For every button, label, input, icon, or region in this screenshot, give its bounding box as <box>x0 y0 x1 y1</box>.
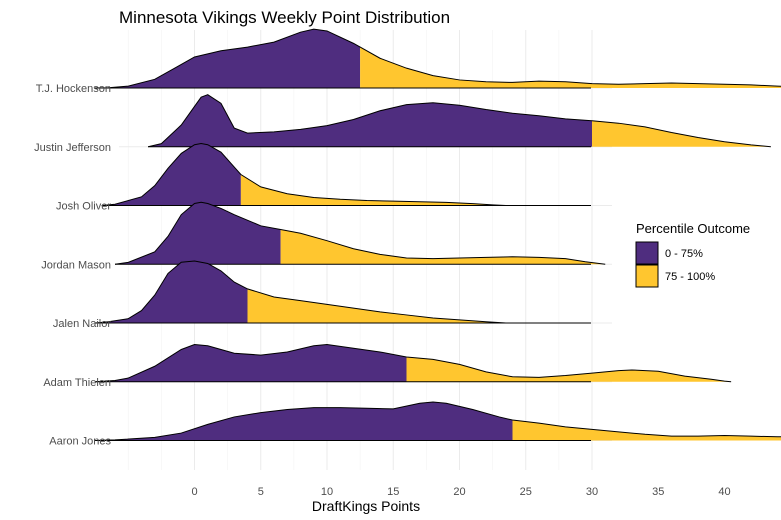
ridge-area-75-100 <box>360 47 781 88</box>
ridge-area-0-75 <box>95 344 407 382</box>
ridge-aaron-jones <box>95 401 781 441</box>
x-tick-label: 0 <box>191 486 197 498</box>
y-tick-label: Aaron Jones <box>49 436 111 448</box>
ridge-area-75-100 <box>247 288 506 323</box>
y-tick-label: Jordan Mason <box>41 259 111 271</box>
ridge-t-j-hockenson <box>95 28 781 89</box>
ridge-outline <box>101 142 506 206</box>
x-tick-label: 5 <box>258 486 264 498</box>
ridge-area-75-100 <box>592 120 771 147</box>
x-tick-label: 30 <box>586 486 598 498</box>
ridge-area-0-75 <box>95 261 248 323</box>
legend-title: Percentile Outcome <box>636 221 750 236</box>
legend-swatch <box>635 241 659 265</box>
x-tick-label: 25 <box>520 486 532 498</box>
legend-label: 0 - 75% <box>665 248 703 260</box>
y-tick-label: Justin Jefferson <box>34 142 111 154</box>
ridge-area-0-75 <box>95 29 361 89</box>
ridge-outline <box>95 344 732 383</box>
chart-title: Minnesota Vikings Weekly Point Distribut… <box>119 8 450 27</box>
ridge-jalen-nailor <box>95 260 591 324</box>
y-tick-label: T.J. Hockenson <box>36 83 111 95</box>
y-axis-labels: T.J. Hockenson Justin Jefferson Josh Olive… <box>34 83 111 448</box>
ridge-area-0-75 <box>115 202 281 265</box>
legend-swatch <box>635 264 659 288</box>
ridge-outline <box>114 201 606 265</box>
ridge-area-75-100 <box>280 229 606 265</box>
x-tick-label: 20 <box>453 486 465 498</box>
x-axis-ticks: 0 5 10 15 20 25 30 35 40 <box>191 486 730 498</box>
y-tick-label: Josh Oliver <box>56 201 111 213</box>
x-axis-title: DraftKings Points <box>312 498 420 514</box>
ridge-justin-jefferson <box>148 94 771 148</box>
ridge-adam-thielen <box>95 344 732 383</box>
y-tick-label: Jalen Nailor <box>53 318 111 330</box>
ridge-outline <box>148 94 771 148</box>
ridges <box>95 28 781 441</box>
ridge-outline <box>95 401 781 441</box>
ridge-area-0-75 <box>95 402 513 441</box>
x-tick-label: 15 <box>387 486 399 498</box>
legend-label: 75 - 100% <box>665 271 715 283</box>
legend: Percentile Outcome 0 - 75% 75 - 100% <box>635 221 750 288</box>
x-tick-label: 40 <box>718 486 730 498</box>
ridge-area-0-75 <box>101 143 241 206</box>
x-tick-label: 10 <box>321 486 333 498</box>
y-tick-label: Adam Thielen <box>43 377 111 389</box>
ridge-josh-oliver <box>101 142 591 206</box>
x-tick-label: 35 <box>652 486 664 498</box>
ridge-outline <box>95 260 506 324</box>
ridge-area-75-100 <box>512 420 781 441</box>
ridge-area-75-100 <box>406 356 732 382</box>
ridge-area-0-75 <box>148 94 592 147</box>
ridge-area-75-100 <box>240 174 506 206</box>
ridge-outline <box>95 28 781 89</box>
